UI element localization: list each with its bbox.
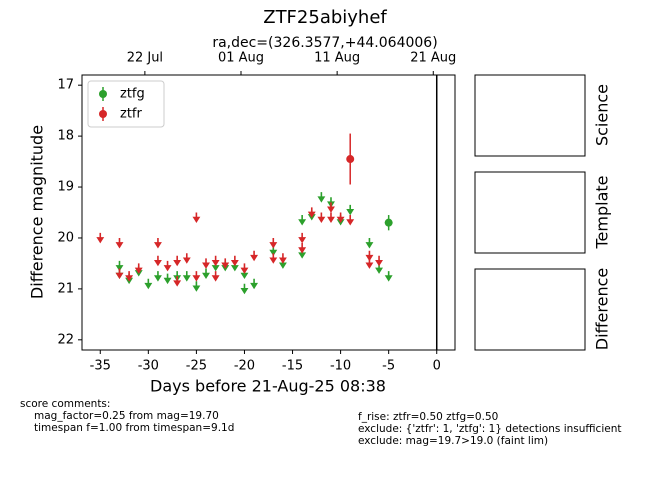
upper-limit <box>163 260 172 272</box>
upper-limit <box>192 271 201 282</box>
legend-marker <box>99 90 107 98</box>
top-x-tick-label: 11 Aug <box>314 51 360 66</box>
upper-limit <box>317 212 326 224</box>
upper-limit <box>202 258 210 269</box>
note: timespan f=1.00 from timespan=9.1d <box>34 422 234 434</box>
upper-limit <box>327 212 335 224</box>
upper-limit <box>211 271 220 282</box>
y-axis-label: Difference magnitude <box>28 125 47 299</box>
top-x-tick-label: 01 Aug <box>218 51 264 66</box>
upper-limit <box>384 271 393 282</box>
upper-limit <box>96 232 105 244</box>
upper-limit <box>269 237 278 249</box>
x-tick-label: -25 <box>186 359 207 374</box>
x-tick-label: -5 <box>382 359 395 374</box>
upper-limit <box>250 278 259 290</box>
upper-limit <box>154 255 162 267</box>
upper-limit <box>375 255 383 267</box>
upper-limit <box>192 212 201 224</box>
note: score comments: <box>20 398 110 410</box>
image-panel <box>474 74 586 157</box>
upper-limit <box>182 271 191 282</box>
y-tick-label: 19 <box>57 180 74 195</box>
x-tick-label: -15 <box>282 359 303 374</box>
upper-limit <box>173 255 182 267</box>
x-tick-label: -10 <box>330 359 351 374</box>
x-tick-label: -35 <box>90 359 111 374</box>
upper-limit <box>115 237 124 249</box>
note: mag_factor=0.25 from mag=19.70 <box>34 410 219 422</box>
detection <box>346 155 355 164</box>
upper-limit <box>365 237 374 249</box>
x-tick-label: -30 <box>138 359 159 374</box>
upper-limit <box>278 253 287 264</box>
upper-limit <box>182 253 191 264</box>
panel-label: Difference <box>593 268 612 350</box>
legend-label: ztfg <box>120 87 145 102</box>
x-tick-label: -20 <box>234 359 255 374</box>
note: exclude: mag=19.7>19.0 (faint lim) <box>358 435 548 447</box>
upper-limit <box>115 260 124 272</box>
y-tick-label: 18 <box>57 129 74 144</box>
upper-limit <box>327 197 335 208</box>
upper-limit <box>327 202 335 213</box>
upper-limit <box>202 268 210 280</box>
panel-label: Science <box>593 84 612 146</box>
upper-limit <box>346 215 355 226</box>
upper-limit <box>269 253 278 264</box>
y-tick-label: 21 <box>57 281 74 296</box>
upper-limit <box>134 263 143 274</box>
legend-marker <box>99 110 107 118</box>
upper-limit <box>250 250 259 262</box>
x-tick-label: 0 <box>433 359 441 374</box>
upper-limit <box>336 212 345 224</box>
y-tick-label: 20 <box>57 230 74 245</box>
legend-box <box>87 80 165 128</box>
note: f_rise: ztfr=0.50 ztfg=0.50 <box>358 411 498 423</box>
upper-limit <box>154 237 162 249</box>
panel-label: Template <box>593 175 612 249</box>
legend-label: ztfr <box>120 107 142 122</box>
upper-limit <box>240 283 249 295</box>
upper-limit <box>154 271 162 282</box>
upper-limit <box>125 271 134 282</box>
upper-limit <box>365 250 374 262</box>
upper-limit <box>221 258 230 269</box>
chart-title: ZTF25abiyhef <box>263 7 387 28</box>
upper-limit <box>298 243 307 254</box>
image-panel <box>474 268 586 351</box>
plot-frame <box>81 74 456 351</box>
upper-limit <box>346 204 355 216</box>
upper-limit <box>298 215 307 226</box>
y-tick-label: 22 <box>57 332 74 347</box>
chart-subtitle: ra,dec=(326.3577,+44.064006) <box>212 35 437 51</box>
upper-limit <box>317 192 326 203</box>
upper-limit <box>298 232 307 244</box>
top-x-tick-label: 21 Aug <box>410 51 456 66</box>
y-tick-label: 17 <box>57 78 74 93</box>
x-axis-label: Days before 21-Aug-25 08:38 <box>150 377 386 396</box>
upper-limit <box>115 268 124 280</box>
upper-limit <box>307 207 316 218</box>
top-x-tick-label: 22 Jul <box>127 51 163 66</box>
upper-limit <box>211 255 220 267</box>
detection <box>384 218 393 227</box>
upper-limit <box>144 278 153 290</box>
upper-limit <box>192 281 201 292</box>
upper-limit <box>365 258 374 269</box>
upper-limit <box>163 273 172 285</box>
upper-limit <box>173 276 182 287</box>
upper-limit <box>173 271 182 282</box>
upper-limit <box>240 263 249 274</box>
note: exclude: {'ztfr': 1, 'ztfg': 1} detectio… <box>358 423 621 435</box>
upper-limit <box>230 255 239 267</box>
image-panel <box>474 171 586 254</box>
